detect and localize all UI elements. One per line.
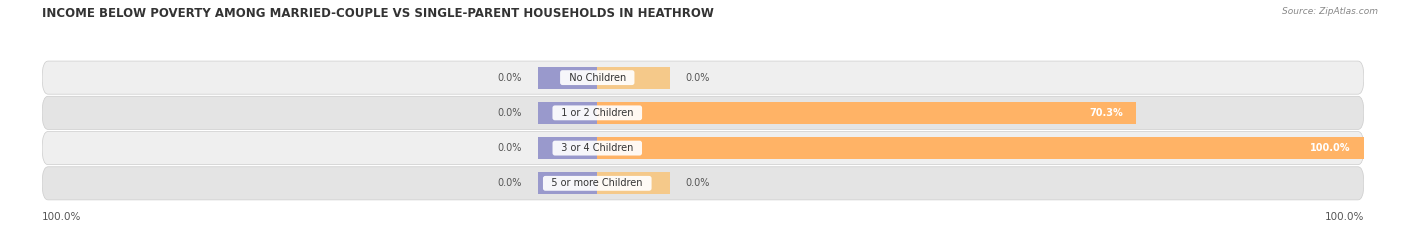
Bar [537,102,598,124]
Text: INCOME BELOW POVERTY AMONG MARRIED-COUPLE VS SINGLE-PARENT HOUSEHOLDS IN HEATHRO: INCOME BELOW POVERTY AMONG MARRIED-COUPL… [42,7,714,20]
Bar [537,67,598,89]
Bar [598,137,1364,159]
FancyBboxPatch shape [42,132,1364,165]
Text: Source: ZipAtlas.com: Source: ZipAtlas.com [1282,7,1378,16]
Text: 100.0%: 100.0% [1310,143,1351,153]
Bar [598,102,1136,124]
FancyBboxPatch shape [42,61,1364,94]
FancyBboxPatch shape [42,96,1364,129]
Text: 0.0%: 0.0% [498,73,522,83]
Bar [598,172,669,194]
Text: 0.0%: 0.0% [498,143,522,153]
Bar [537,172,598,194]
Text: 100.0%: 100.0% [42,212,82,222]
Text: 0.0%: 0.0% [686,73,710,83]
Text: 100.0%: 100.0% [1324,212,1364,222]
Bar [537,137,598,159]
Text: 3 or 4 Children: 3 or 4 Children [555,143,640,153]
Text: 5 or more Children: 5 or more Children [546,178,650,188]
Text: 0.0%: 0.0% [686,178,710,188]
Text: 0.0%: 0.0% [498,108,522,118]
Text: No Children: No Children [562,73,633,83]
Bar [598,67,669,89]
Text: 70.3%: 70.3% [1090,108,1123,118]
FancyBboxPatch shape [42,167,1364,200]
Text: 1 or 2 Children: 1 or 2 Children [555,108,640,118]
Text: 0.0%: 0.0% [498,178,522,188]
